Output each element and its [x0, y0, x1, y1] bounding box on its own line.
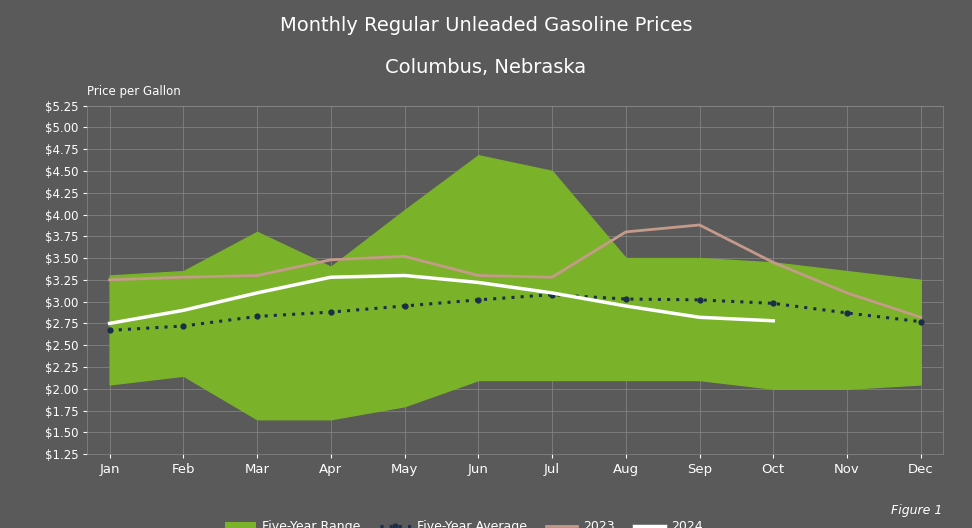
- Legend: Five-Year Range, Five-Year Average, 2023, 2024: Five-Year Range, Five-Year Average, 2023…: [220, 515, 708, 528]
- Text: Columbus, Nebraska: Columbus, Nebraska: [386, 58, 586, 77]
- Text: Price per Gallon: Price per Gallon: [87, 84, 181, 98]
- Text: Figure 1: Figure 1: [891, 504, 943, 517]
- Text: Monthly Regular Unleaded Gasoline Prices: Monthly Regular Unleaded Gasoline Prices: [280, 16, 692, 35]
